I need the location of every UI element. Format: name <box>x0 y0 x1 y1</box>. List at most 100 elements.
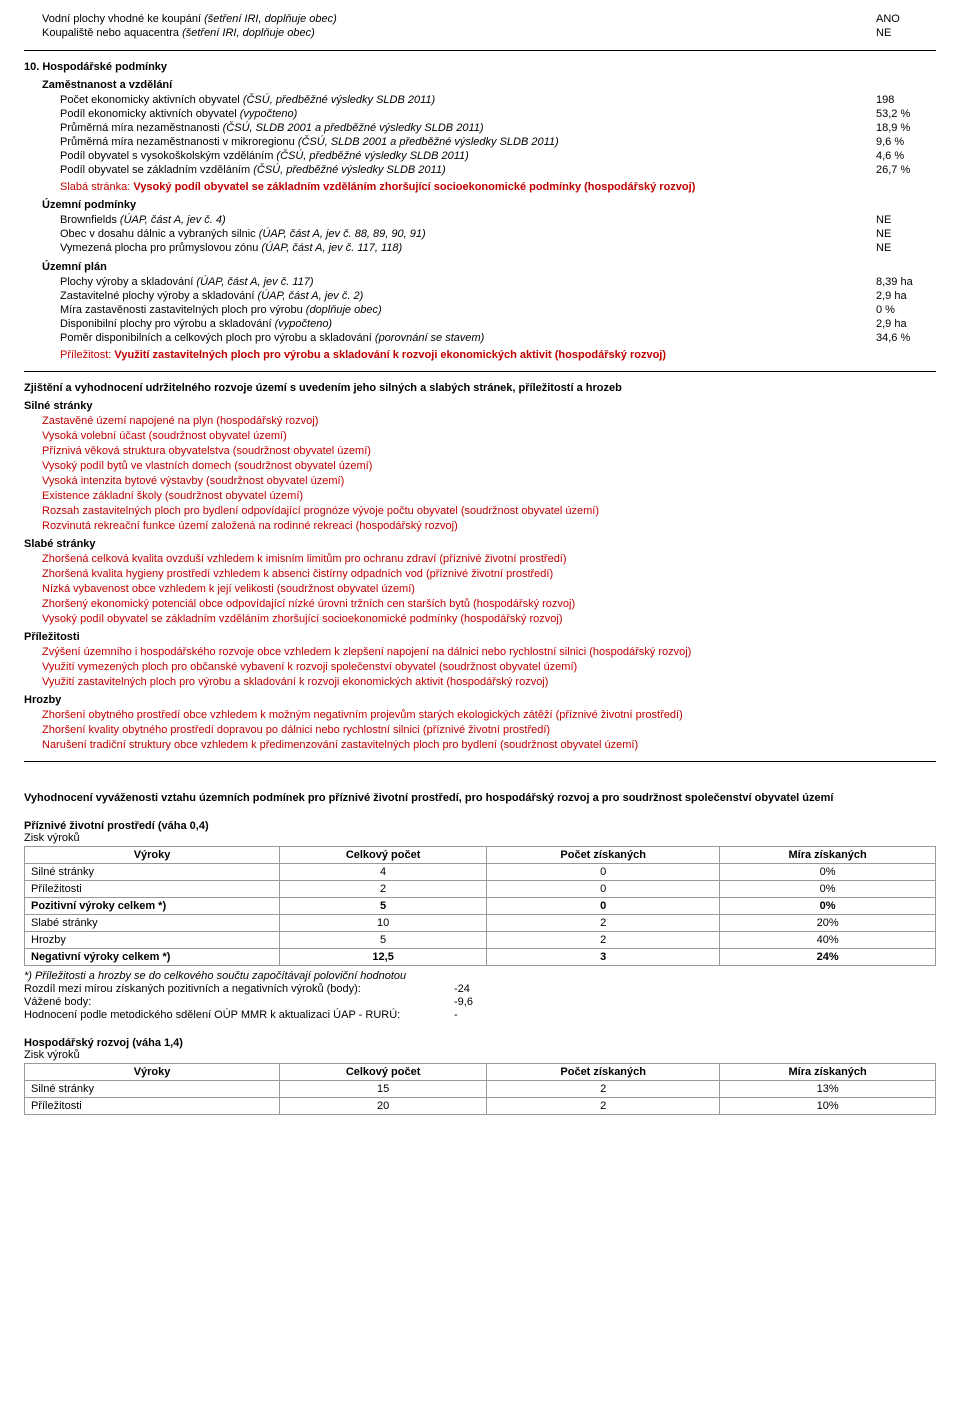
table-row: Negativní výroky celkem *)12,5324% <box>25 949 936 966</box>
row-label: Obec v dosahu dálnic a vybraných silnic … <box>60 228 876 240</box>
row-label: Podíl obyvatel se základním vzděláním (Č… <box>60 164 876 176</box>
table-cell: 10 <box>280 915 487 932</box>
swot-item: Vysoká volební účast (soudržnost obyvate… <box>24 430 936 442</box>
table-header-cell: Celkový počet <box>280 847 487 864</box>
row-value: 0 % <box>876 304 936 316</box>
swot-group-header: Hrozby <box>24 694 936 706</box>
data-row: Míra zastavěnosti zastavitelných ploch p… <box>24 303 936 317</box>
table-row: Slabé stránky10220% <box>25 915 936 932</box>
table-cell: 0 <box>487 898 720 915</box>
table-cell: 2 <box>487 932 720 949</box>
swot-item: Zhoršená celková kvalita ovzduší vzhlede… <box>24 553 936 565</box>
table-cell: 13% <box>720 1081 936 1098</box>
row-value: NE <box>876 228 936 240</box>
row-label: Brownfields (ÚAP, část A, jev č. 4) <box>60 214 876 226</box>
table-cell: 5 <box>280 932 487 949</box>
eval-kv-line: Hodnocení podle metodického sdělení OÚP … <box>24 1009 936 1021</box>
group3-red-note: Příležitost: Využití zastavitelných ploc… <box>24 349 936 361</box>
table-header-cell: Počet získaných <box>487 1064 720 1081</box>
group2-header: Územní podmínky <box>24 199 936 211</box>
row-label: Vodní plochy vhodné ke koupání (šetření … <box>42 13 876 25</box>
swot-item: Vysoký podíl bytů ve vlastních domech (s… <box>24 460 936 472</box>
row-label: Zastavitelné plochy výroby a skladování … <box>60 290 876 302</box>
table-cell: 15 <box>280 1081 487 1098</box>
swot-item: Zhoršená kvalita hygieny prostředí vzhle… <box>24 568 936 580</box>
row-value: NE <box>876 214 936 226</box>
swot-item: Využití vymezených ploch pro občanské vy… <box>24 661 936 673</box>
data-row: Podíl ekonomicky aktivních obyvatel (vyp… <box>24 107 936 121</box>
eval-kv-value: -9,6 <box>454 996 514 1008</box>
table-header-cell: Počet získaných <box>487 847 720 864</box>
swot-item: Zhoršení kvality obytného prostředí dopr… <box>24 724 936 736</box>
row-value: 2,9 ha <box>876 318 936 330</box>
group1-red-note: Slabá stránka: Vysoký podíl obyvatel se … <box>24 181 936 193</box>
row-label: Disponibilní plochy pro výrobu a skladov… <box>60 318 876 330</box>
swot-group-header: Silné stránky <box>24 400 936 412</box>
swot-item: Vysoký podíl obyvatel se základním vzděl… <box>24 613 936 625</box>
table-header-cell: Míra získaných <box>720 847 936 864</box>
row-value: 198 <box>876 94 936 106</box>
table-cell: 2 <box>487 1081 720 1098</box>
table-cell: Silné stránky <box>25 864 280 881</box>
data-row: Plochy výroby a skladování (ÚAP, část A,… <box>24 275 936 289</box>
row-label: Koupaliště nebo aquacentra (šetření IRI,… <box>42 27 876 39</box>
table-cell: 0 <box>487 864 720 881</box>
row-label: Počet ekonomicky aktivních obyvatel (ČSÚ… <box>60 94 876 106</box>
swot-item: Narušení tradiční struktury obce vzhlede… <box>24 739 936 751</box>
row-label: Vymezená plocha pro průmyslovou zónu (ÚA… <box>60 242 876 254</box>
red-lead: Příležitost: <box>60 349 111 361</box>
row-label: Podíl obyvatel s vysokoškolským vzdělání… <box>60 150 876 162</box>
data-row: Vodní plochy vhodné ke koupání (šetření … <box>24 12 936 26</box>
data-row: Obec v dosahu dálnic a vybraných silnic … <box>24 227 936 241</box>
eval-kv-key: Hodnocení podle metodického sdělení OÚP … <box>24 1009 454 1021</box>
table-header-cell: Výroky <box>25 1064 280 1081</box>
table-cell: 2 <box>487 1098 720 1115</box>
table-header-cell: Výroky <box>25 847 280 864</box>
row-value: 53,2 % <box>876 108 936 120</box>
table-row: Pozitivní výroky celkem *)500% <box>25 898 936 915</box>
eval-footnote: *) Příležitosti a hrozby se do celkového… <box>24 970 936 982</box>
row-value: 34,6 % <box>876 332 936 344</box>
divider <box>24 371 936 372</box>
row-label: Průměrná míra nezaměstnanosti v mikroreg… <box>60 136 876 148</box>
eval-kv-value: - <box>454 1009 514 1021</box>
eval-kv-key: Rozdíl mezi mírou získaných pozitivních … <box>24 983 454 995</box>
swot-item: Rozsah zastavitelných ploch pro bydlení … <box>24 505 936 517</box>
table-row: Silné stránky15213% <box>25 1081 936 1098</box>
table-cell: 0% <box>720 864 936 881</box>
data-row: Brownfields (ÚAP, část A, jev č. 4)NE <box>24 213 936 227</box>
row-label: Podíl ekonomicky aktivních obyvatel (vyp… <box>60 108 876 120</box>
section-10-title: 10. Hospodářské podmínky <box>24 61 936 73</box>
eval-block-sub: Zisk výroků <box>24 1049 936 1061</box>
table-cell: Slabé stránky <box>25 915 280 932</box>
eval-table: VýrokyCelkový početPočet získanýchMíra z… <box>24 1063 936 1115</box>
data-row: Zastavitelné plochy výroby a skladování … <box>24 289 936 303</box>
data-row: Podíl obyvatel s vysokoškolským vzdělání… <box>24 149 936 163</box>
swot-group-header: Slabé stránky <box>24 538 936 550</box>
table-cell: Pozitivní výroky celkem *) <box>25 898 280 915</box>
table-cell: Silné stránky <box>25 1081 280 1098</box>
red-text: Vysoký podíl obyvatel se základním vzděl… <box>133 181 695 193</box>
swot-item: Příznivá věková struktura obyvatelstva (… <box>24 445 936 457</box>
table-cell: 4 <box>280 864 487 881</box>
table-cell: 20 <box>280 1098 487 1115</box>
data-row: Poměr disponibilních a celkových ploch p… <box>24 331 936 345</box>
table-cell: 0 <box>487 881 720 898</box>
divider <box>24 50 936 51</box>
row-value: 4,6 % <box>876 150 936 162</box>
eval-kv-value: -24 <box>454 983 514 995</box>
row-label: Plochy výroby a skladování (ÚAP, část A,… <box>60 276 876 288</box>
eval-block-header: Příznivé životní prostředí (váha 0,4) <box>24 820 936 832</box>
eval-kv-line: Vážené body:-9,6 <box>24 996 936 1008</box>
swot-item: Rozvinutá rekreační funkce území založen… <box>24 520 936 532</box>
data-row: Počet ekonomicky aktivních obyvatel (ČSÚ… <box>24 93 936 107</box>
row-label: Poměr disponibilních a celkových ploch p… <box>60 332 876 344</box>
row-value: 26,7 % <box>876 164 936 176</box>
table-cell: Příležitosti <box>25 881 280 898</box>
row-value: NE <box>876 242 936 254</box>
table-cell: 2 <box>487 915 720 932</box>
swot-item: Zhoršený ekonomický potenciál obce odpov… <box>24 598 936 610</box>
data-row: Koupaliště nebo aquacentra (šetření IRI,… <box>24 26 936 40</box>
row-value: 8,39 ha <box>876 276 936 288</box>
table-cell: 3 <box>487 949 720 966</box>
